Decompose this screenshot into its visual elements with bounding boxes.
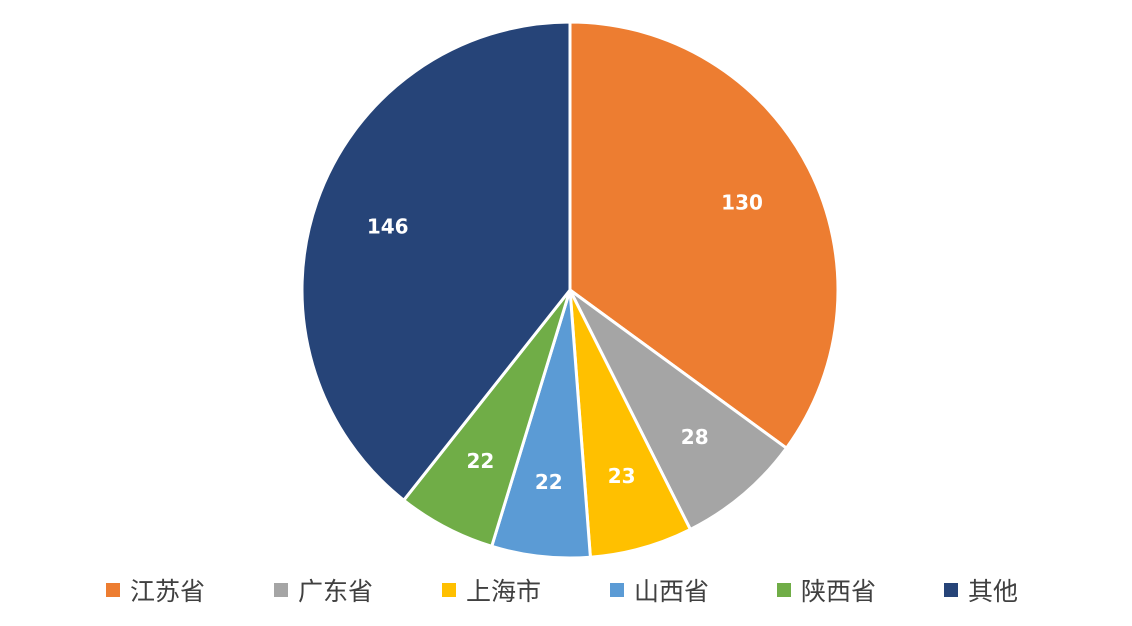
legend-label: 广东省 [298, 577, 374, 606]
legend-item-1: 广东省 [274, 570, 373, 610]
legend-swatch [442, 583, 456, 597]
legend-swatch [777, 583, 791, 597]
pie-plot-area: 130 28 23 22 22 146 [300, 20, 840, 560]
legend-label: 山西省 [634, 577, 710, 606]
legend-label: 上海市 [466, 577, 542, 606]
data-label-4: 22 [467, 449, 495, 473]
legend-item-2: 上海市 [442, 570, 541, 610]
legend-swatch [610, 583, 624, 597]
legend-item-3: 山西省 [610, 570, 709, 610]
legend-item-5: 其他 [944, 570, 1018, 610]
pie-slice-0 [568, 20, 840, 450]
legend-item-0: 江苏省 [106, 570, 205, 610]
legend-swatch [106, 583, 120, 597]
pie-slices [300, 20, 840, 560]
data-label-5: 146 [367, 215, 409, 239]
data-label-2: 23 [608, 464, 636, 488]
legend-swatch [944, 583, 958, 597]
legend-label: 陕西省 [801, 577, 877, 606]
legend-item-4: 陕西省 [777, 570, 876, 610]
legend: 江苏省 广东省 上海市 山西省 陕西省 其他 [0, 570, 1132, 610]
data-label-1: 28 [681, 425, 709, 449]
legend-label: 江苏省 [130, 577, 206, 606]
legend-label: 其他 [968, 577, 1019, 606]
data-labels: 130 28 23 22 22 146 [367, 191, 763, 494]
pie-slice-1 [568, 288, 788, 531]
data-label-3: 22 [535, 470, 563, 494]
data-label-0: 130 [721, 191, 763, 215]
pie-slice-5 [300, 20, 572, 502]
legend-swatch [274, 583, 288, 597]
